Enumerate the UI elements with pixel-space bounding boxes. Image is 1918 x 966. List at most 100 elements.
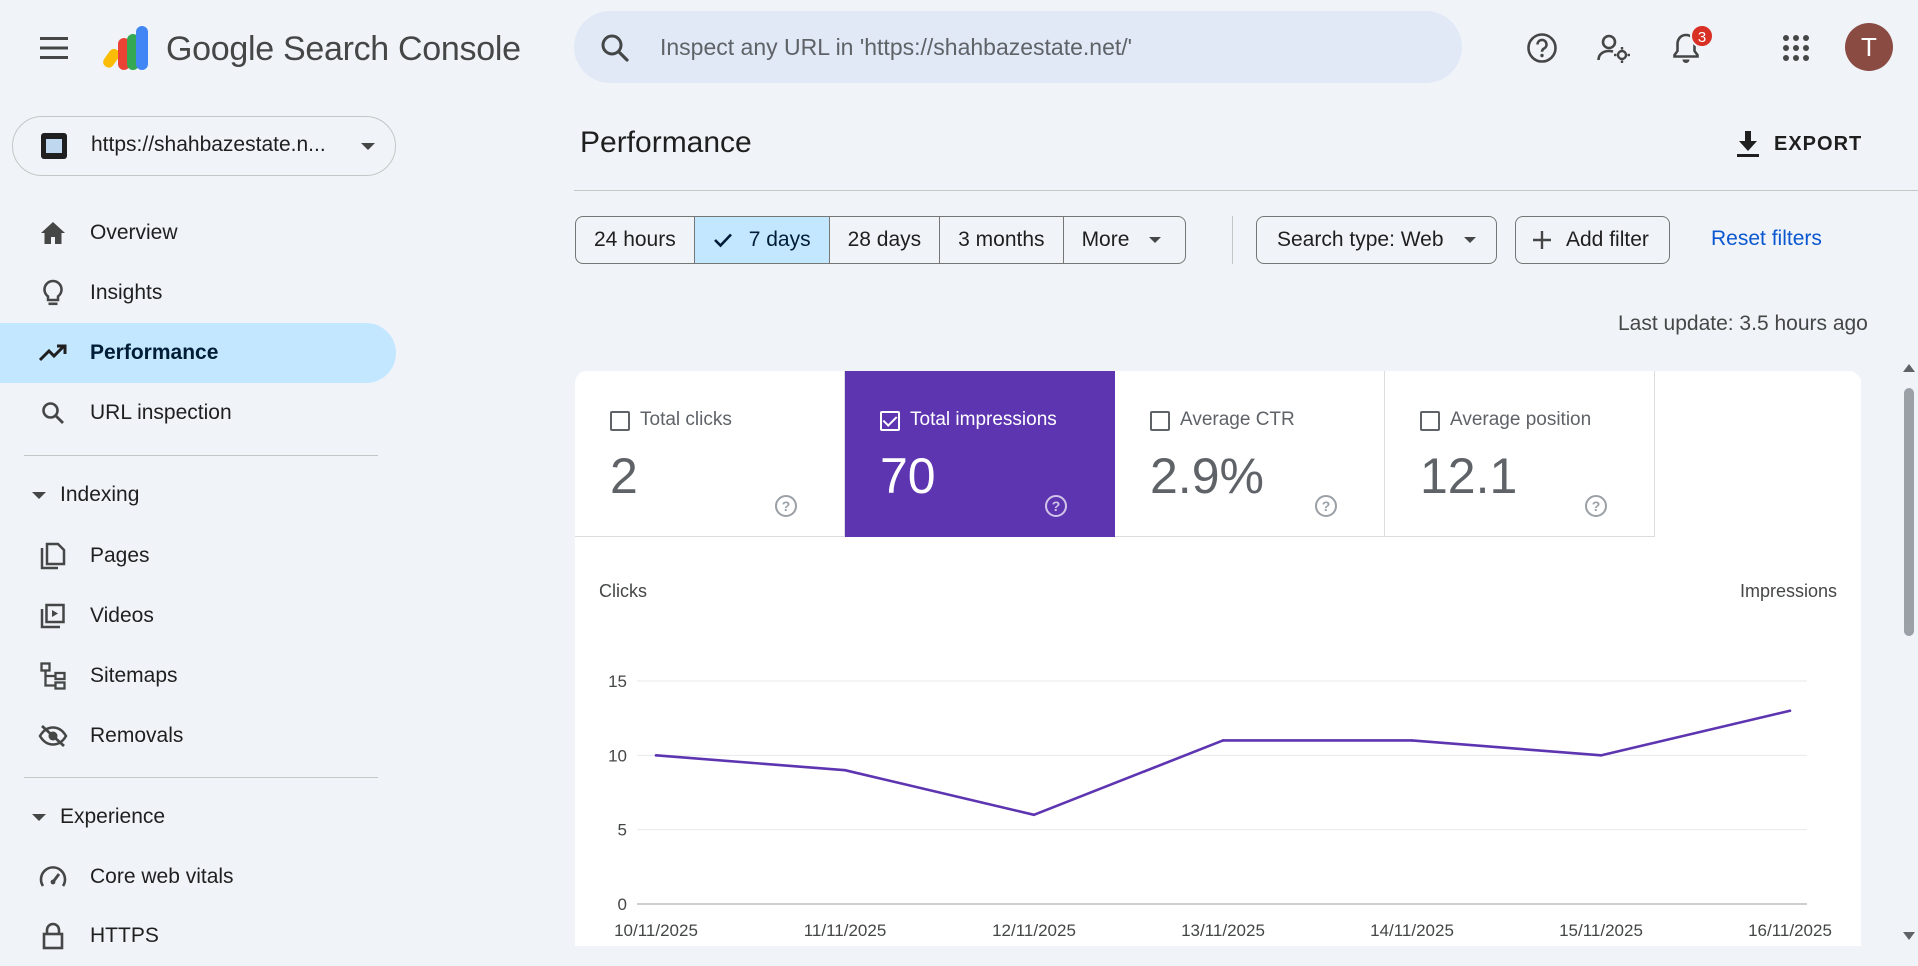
sidebar-section-label: Indexing	[60, 483, 140, 506]
property-label: https://shahbazestate.n...	[91, 133, 326, 156]
eye-off-icon	[38, 721, 68, 751]
sidebar-item-core-web-vitals[interactable]: Core web vitals	[0, 847, 396, 907]
metric-total-impressions[interactable]: Total impressions 70 ?	[845, 371, 1115, 537]
url-inspection-search[interactable]	[574, 11, 1462, 83]
sidebar-item-label: Insights	[90, 281, 163, 304]
sidebar-section-indexing[interactable]: Indexing	[0, 467, 396, 523]
date-range-3-months[interactable]: 3 months	[940, 217, 1064, 263]
reset-filters-link[interactable]: Reset filters	[1711, 227, 1822, 250]
url-inspection-input[interactable]	[658, 27, 1438, 67]
metric-checkbox[interactable]	[880, 411, 900, 431]
google-apps-button[interactable]	[1772, 24, 1820, 72]
hamburger-menu-icon	[40, 37, 68, 59]
scroll-up-arrow-icon[interactable]	[1903, 364, 1915, 372]
metric-checkbox[interactable]	[1150, 411, 1170, 431]
add-filter-button[interactable]: Add filter	[1515, 216, 1670, 264]
sidebar-item-url-inspection[interactable]: URL inspection	[0, 383, 396, 443]
product-name: Google Search Console	[166, 30, 521, 68]
notifications-button[interactable]: 3	[1662, 24, 1714, 72]
sidebar-item-removals[interactable]: Removals	[0, 706, 396, 766]
page-title: Performance	[580, 126, 752, 159]
search-type-filter[interactable]: Search type: Web	[1256, 216, 1497, 264]
sidebar-item-overview[interactable]: Overview	[0, 203, 396, 263]
date-range-7-days[interactable]: 7 days	[694, 217, 830, 263]
main-menu-button[interactable]	[30, 24, 78, 72]
search-console-logo[interactable]	[100, 24, 152, 72]
help-icon[interactable]: ?	[1585, 495, 1607, 517]
date-range-selector: 24 hours 7 days 28 days 3 months More	[575, 216, 1187, 264]
chip-label: More	[1081, 228, 1130, 251]
right-axis-title: Impressions	[1739, 581, 1837, 601]
metric-label: Total clicks	[640, 409, 732, 430]
caret-down-icon	[32, 813, 46, 821]
date-range-28-days[interactable]: 28 days	[830, 217, 941, 263]
help-icon[interactable]: ?	[1315, 495, 1337, 517]
sidebar-item-pages[interactable]: Pages	[0, 526, 396, 586]
sidebar-section-experience[interactable]: Experience	[0, 789, 396, 845]
sidebar-divider	[24, 455, 378, 456]
y-tick-label: 15	[608, 672, 627, 691]
x-tick-label: 11/11/2025	[804, 921, 887, 940]
scroll-down-arrow-icon[interactable]	[1903, 932, 1915, 940]
search-icon	[601, 34, 629, 62]
chip-label: 24 hours	[594, 228, 676, 251]
speedometer-icon	[38, 862, 68, 892]
page-scrollbar[interactable]	[1899, 360, 1918, 946]
metric-checkbox[interactable]	[1420, 411, 1440, 431]
y-tick-label: 10	[608, 746, 627, 765]
caret-down-icon	[1463, 237, 1476, 243]
date-range-24-hours[interactable]: 24 hours	[576, 217, 695, 263]
search-icon	[38, 398, 68, 428]
notification-count-badge: 3	[1690, 24, 1714, 48]
metric-checkbox[interactable]	[610, 411, 630, 431]
metric-value: 70	[880, 448, 936, 504]
data-point	[1410, 739, 1414, 742]
sidebar-item-insights[interactable]: Insights	[0, 263, 396, 323]
performance-card: Total clicks 2 ? Total impressions 70 ? …	[575, 371, 1861, 946]
sidebar-item-label: Sitemaps	[90, 664, 178, 687]
sidebar-item-label: Removals	[90, 724, 184, 747]
property-favicon-icon	[41, 133, 67, 159]
help-icon[interactable]: ?	[775, 495, 797, 517]
chip-label: 3 months	[958, 228, 1045, 251]
help-button[interactable]	[1518, 24, 1566, 72]
account-avatar[interactable]: T	[1845, 23, 1893, 71]
metric-label: Average position	[1450, 409, 1592, 430]
line-chart-svg: 0 5 10 15 10/11/2025 11/11/2025 12/11/2025 13/1…	[608, 672, 1832, 940]
sidebar-item-performance[interactable]: Performance	[0, 323, 396, 383]
search-console-settings-button[interactable]	[1590, 24, 1638, 72]
export-button[interactable]: EXPORT	[1736, 122, 1862, 166]
video-icon	[38, 601, 68, 631]
manage-accounts-icon	[1597, 34, 1630, 63]
export-label: EXPORT	[1774, 132, 1863, 155]
performance-chart: Clicks Impressions 0 5 10 15 10/11/2025 11/11…	[575, 537, 1861, 946]
check-icon	[713, 233, 732, 248]
sidebar-item-label: Performance	[90, 341, 219, 364]
sidebar-item-videos[interactable]: Videos	[0, 586, 396, 646]
data-point	[1221, 739, 1225, 742]
lock-icon	[38, 921, 68, 951]
metric-label: Total impressions	[910, 409, 1057, 430]
sidebar-item-label: Overview	[90, 221, 178, 244]
sidebar-item-label: URL inspection	[90, 401, 232, 424]
sidebar-item-sitemaps[interactable]: Sitemaps	[0, 646, 396, 706]
help-icon[interactable]: ?	[1045, 495, 1067, 517]
chip-label: 28 days	[847, 228, 922, 251]
sidebar-item-label: Core web vitals	[90, 865, 234, 888]
search-type-label: Search type: Web	[1277, 228, 1444, 251]
metric-average-position[interactable]: Average position 12.1 ?	[1385, 371, 1655, 537]
sidebar-item-label: Pages	[90, 544, 150, 567]
x-tick-label: 13/11/2025	[1181, 921, 1265, 940]
metric-average-ctr[interactable]: Average CTR 2.9% ?	[1115, 371, 1385, 537]
sidebar-item-https[interactable]: HTTPS	[0, 906, 396, 966]
metric-label: Average CTR	[1180, 409, 1295, 430]
caret-down-icon	[1149, 237, 1162, 243]
home-icon	[38, 218, 68, 248]
scrollbar-thumb[interactable]	[1904, 388, 1914, 636]
metric-value: 2.9%	[1150, 448, 1264, 504]
property-selector[interactable]: https://shahbazestate.n...	[12, 116, 396, 176]
metric-total-clicks[interactable]: Total clicks 2 ?	[575, 371, 845, 537]
date-range-more[interactable]: More	[1064, 217, 1186, 263]
data-point	[1599, 754, 1603, 757]
caret-down-icon	[32, 491, 46, 499]
